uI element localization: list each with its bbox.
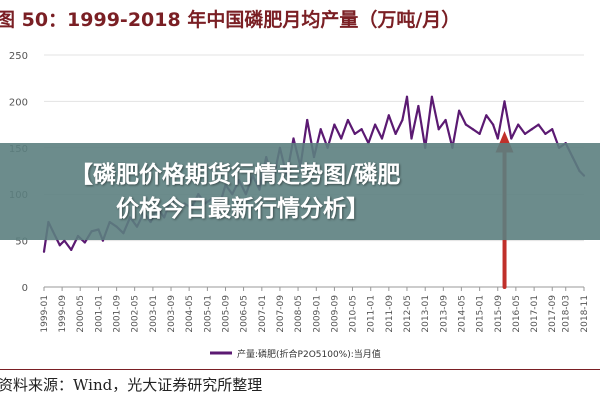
data-point bbox=[458, 109, 461, 112]
data-point bbox=[510, 137, 513, 140]
data-point bbox=[430, 95, 434, 98]
x-tick-labels: 1999-01 1999-09 2000-05 2001-01 2001-09 2002-… bbox=[40, 295, 590, 333]
x-tick-label: 2004-05 bbox=[185, 295, 195, 333]
overlay-line-1: 【磷肥价格期货行情走势图/磷肥 bbox=[70, 162, 401, 188]
x-tick-label: 2001-01 bbox=[94, 295, 104, 333]
x-tick-label: 2007-01 bbox=[258, 295, 268, 333]
data-point bbox=[380, 137, 384, 140]
data-point bbox=[464, 123, 468, 126]
x-tick-label: 2013-01 bbox=[421, 295, 431, 333]
overlay-line-2: 价格今日最新行情分析】 bbox=[116, 196, 369, 222]
source-divider bbox=[0, 369, 600, 370]
data-point bbox=[292, 137, 295, 140]
x-tick-label: 2015-01 bbox=[476, 295, 486, 333]
x-tick-label: 2009-01 bbox=[312, 295, 322, 333]
x-tick-label: 2007-09 bbox=[276, 295, 286, 333]
x-tick-label: 2016-05 bbox=[512, 295, 522, 333]
data-point bbox=[401, 118, 404, 122]
data-point bbox=[437, 128, 440, 131]
data-point bbox=[319, 128, 322, 131]
data-point bbox=[360, 128, 363, 131]
data-point bbox=[63, 239, 66, 242]
data-point bbox=[306, 118, 309, 122]
x-tick-label: 2010-05 bbox=[348, 295, 358, 333]
x-tick-label: 2017-01 bbox=[530, 295, 540, 333]
data-point bbox=[485, 114, 488, 117]
data-point bbox=[83, 241, 86, 244]
data-point bbox=[523, 132, 527, 135]
overlay-banner bbox=[0, 143, 600, 240]
x-tick-label: 2014-05 bbox=[457, 295, 467, 333]
source-note: 资料来源：Wind，光大证券研究所整理 bbox=[0, 376, 263, 394]
x-tick-label: 2012-05 bbox=[403, 295, 413, 333]
x-tick-label: 2015-09 bbox=[494, 295, 504, 333]
x-tick-label: 2009-09 bbox=[330, 295, 340, 333]
x-tick-label: 1999-09 bbox=[58, 295, 68, 333]
x-tick-label: 1999-01 bbox=[40, 295, 50, 333]
axis-layer bbox=[43, 286, 585, 291]
data-point bbox=[387, 114, 390, 117]
data-point bbox=[58, 244, 61, 247]
data-point bbox=[530, 128, 533, 131]
data-point bbox=[551, 128, 554, 131]
data-point bbox=[417, 104, 420, 108]
x-tick-label: 2008-05 bbox=[294, 295, 304, 333]
data-point bbox=[517, 123, 520, 126]
x-tick-label: 2005-01 bbox=[203, 295, 213, 333]
x-tick-label: 2002-05 bbox=[131, 295, 141, 333]
data-point bbox=[394, 132, 397, 135]
x-tick-label: 2011-01 bbox=[367, 295, 377, 333]
x-tick-label: 2000-05 bbox=[76, 295, 86, 333]
data-point bbox=[70, 248, 73, 251]
legend: 产量:磷肥(折合P2O5100%):当月值 bbox=[210, 348, 381, 360]
data-point bbox=[405, 95, 409, 98]
y-tick-label: 50 bbox=[15, 237, 28, 248]
data-point bbox=[353, 132, 356, 135]
overlay-headline[interactable]: 【磷肥价格期货行情走势图/磷肥 价格今日最新行情分析】 bbox=[70, 158, 580, 226]
x-tick-label: 2017-09 bbox=[548, 295, 558, 333]
x-tick-label: 2013-09 bbox=[439, 295, 449, 333]
data-point bbox=[496, 137, 499, 140]
data-point bbox=[544, 132, 547, 135]
data-point bbox=[101, 239, 104, 242]
data-point bbox=[410, 137, 413, 140]
data-point bbox=[333, 123, 336, 126]
x-tick-label: 2006-05 bbox=[240, 295, 250, 333]
x-tick-label: 2011-09 bbox=[385, 295, 395, 333]
x-tick-label: 2001-09 bbox=[113, 295, 123, 333]
data-point bbox=[503, 100, 506, 103]
y-tick-label: 250 bbox=[9, 51, 28, 62]
y-tick-label: 200 bbox=[9, 97, 28, 108]
data-point bbox=[471, 128, 474, 131]
chart-title: 图 50：1999-2018 年中国磷肥月均产量（万吨/月） bbox=[0, 9, 461, 31]
data-point bbox=[444, 118, 447, 122]
data-point bbox=[346, 118, 350, 122]
data-point bbox=[42, 250, 46, 253]
y-tick-label: 0 bbox=[22, 283, 28, 294]
data-point bbox=[340, 137, 343, 140]
x-tick-label: 2018-11 bbox=[580, 295, 590, 333]
x-tick-label: 2018-03 bbox=[562, 295, 572, 333]
x-tick-label: 2005-09 bbox=[222, 295, 232, 333]
data-point bbox=[492, 123, 495, 126]
x-tick-label: 2003-09 bbox=[167, 295, 177, 333]
legend-label: 产量:磷肥(折合P2O5100%):当月值 bbox=[237, 348, 381, 360]
x-tick-label: 2003-01 bbox=[149, 295, 159, 333]
data-point bbox=[537, 123, 540, 126]
data-point bbox=[478, 132, 481, 135]
data-point bbox=[374, 123, 377, 126]
